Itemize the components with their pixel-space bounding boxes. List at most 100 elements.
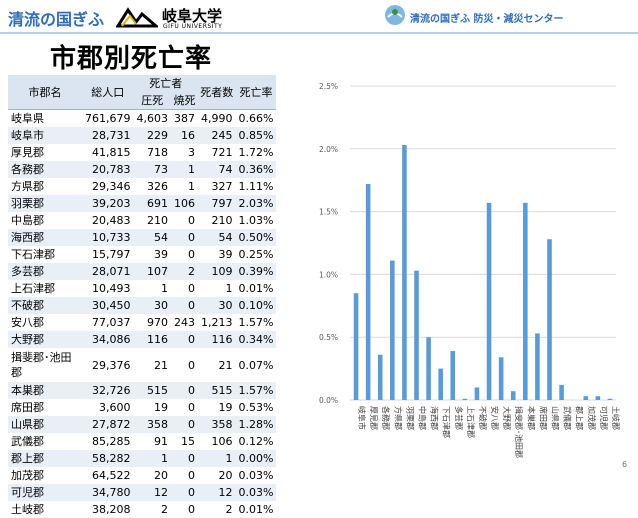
cell-burned: 243 [171, 314, 198, 331]
y-tick-label: 1.5% [319, 208, 338, 217]
cell-rate: 1.03% [236, 212, 277, 229]
bar [378, 355, 383, 400]
bar [475, 387, 480, 400]
cell-dead: 327 [198, 178, 236, 195]
bar [390, 261, 395, 400]
cell-dead: 106 [198, 433, 236, 450]
col-header-dead-count: 死者数 [198, 75, 236, 110]
x-tick-label: 多芸郡 [454, 406, 464, 430]
cell-crushed: 116 [134, 331, 172, 348]
y-tick-label: 2.0% [319, 145, 338, 154]
cell-rate: 0.53% [236, 399, 277, 416]
bar [450, 351, 455, 400]
x-tick-label: 羽栗郡 [405, 406, 415, 430]
cell-name: 大野郡 [8, 331, 82, 348]
center-name: 清流の国ぎふ 防災・減災センター [410, 10, 563, 25]
cell-population: 58,282 [82, 450, 134, 467]
bar [463, 399, 468, 400]
university-sub: GIFU UNIVERSITY [163, 23, 222, 30]
cell-rate: 0.12% [236, 433, 277, 450]
cell-rate: 0.03% [236, 467, 277, 484]
cell-rate: 0.01% [236, 280, 277, 297]
page-title: 市郡別死亡率 [50, 38, 212, 75]
x-tick-label: 厚見郡 [369, 406, 379, 430]
cell-name: 厚見郡 [8, 144, 82, 161]
cell-population: 77,037 [82, 314, 134, 331]
cell-rate: 0.36% [236, 161, 277, 178]
x-tick-label: 本巣郡 [526, 406, 536, 430]
cell-crushed: 73 [134, 161, 172, 178]
cell-dead: 109 [198, 263, 236, 280]
cell-dead: 21 [198, 348, 236, 382]
header-divider [0, 32, 638, 34]
cell-crushed: 1 [134, 280, 172, 297]
cell-crushed: 91 [134, 433, 172, 450]
cell-burned: 0 [171, 297, 198, 314]
cell-dead: 245 [198, 127, 236, 144]
bar [547, 239, 552, 400]
cell-burned: 1 [171, 178, 198, 195]
cell-burned: 0 [171, 450, 198, 467]
x-tick-label: 土岐郡 [611, 406, 621, 430]
cell-rate: 0.66% [236, 110, 277, 128]
cell-burned: 0 [171, 416, 198, 433]
cell-dead: 797 [198, 195, 236, 212]
cell-burned: 2 [171, 263, 198, 280]
cell-dead: 515 [198, 382, 236, 399]
x-tick-label: 各務郡 [381, 406, 391, 430]
cell-population: 20,783 [82, 161, 134, 178]
x-tick-label: 揖斐郡･池田郡 [514, 406, 524, 458]
cell-rate: 0.03% [236, 484, 277, 501]
header: 清流の国ぎふ 岐阜大学 GIFU UNIVERSITY 清流の国ぎふ 防災・減災… [0, 0, 638, 34]
cell-dead: 30 [198, 297, 236, 314]
cell-burned: 16 [171, 127, 198, 144]
cell-name: 不破郡 [8, 297, 82, 314]
y-tick-label: 1.0% [319, 270, 338, 279]
cell-population: 41,815 [82, 144, 134, 161]
cell-dead: 4,990 [198, 110, 236, 128]
cell-name: 山県郡 [8, 416, 82, 433]
cell-name: 席田郡 [8, 399, 82, 416]
cell-crushed: 718 [134, 144, 172, 161]
cell-name: 下石津郡 [8, 246, 82, 263]
bar [523, 203, 528, 400]
bar [487, 203, 492, 400]
cell-rate: 1.57% [236, 314, 277, 331]
cell-population: 64,522 [82, 467, 134, 484]
x-tick-label: 方県郡 [393, 406, 403, 430]
cell-burned: 0 [171, 348, 198, 382]
x-tick-label: 山県郡 [551, 406, 561, 430]
cell-name: 安八郡 [8, 314, 82, 331]
x-tick-label: 郡上郡 [575, 406, 585, 430]
cell-population: 39,203 [82, 195, 134, 212]
cell-burned: 106 [171, 195, 198, 212]
cell-crushed: 54 [134, 229, 172, 246]
university-emblem-icon [116, 4, 158, 32]
cell-burned: 0 [171, 484, 198, 501]
cell-crushed: 107 [134, 263, 172, 280]
cell-crushed: 39 [134, 246, 172, 263]
cell-crushed: 326 [134, 178, 172, 195]
mortality-rate-chart: 0.0%0.5%1.0%1.5%2.0%2.5%岐阜市厚見郡各務郡方県郡羽栗郡中… [300, 74, 622, 470]
cell-crushed: 12 [134, 484, 172, 501]
center-logo-icon [384, 4, 406, 26]
cell-population: 27,872 [82, 416, 134, 433]
cell-dead: 39 [198, 246, 236, 263]
cell-name: 加茂郡 [8, 467, 82, 484]
cell-population: 28,731 [82, 127, 134, 144]
cell-name: 多芸郡 [8, 263, 82, 280]
cell-crushed: 358 [134, 416, 172, 433]
cell-crushed: 2 [134, 501, 172, 518]
bar [402, 145, 407, 400]
